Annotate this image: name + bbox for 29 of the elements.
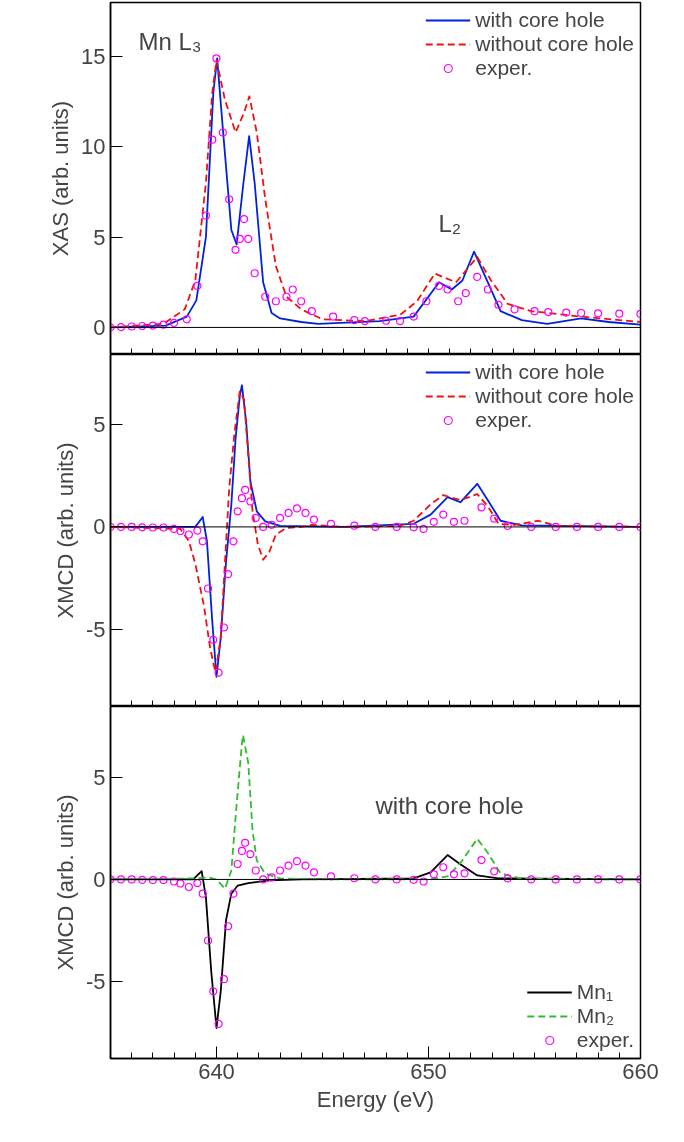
legend-label: exper. — [576, 1028, 634, 1052]
y-tick-label: 5 — [93, 765, 106, 791]
y-tick-label: 0 — [93, 866, 106, 892]
y-tick-label: 5 — [93, 411, 106, 437]
legend-label: with core hole — [475, 8, 605, 32]
annotation: Mn L₃ — [138, 27, 202, 55]
legend-label: without core hole — [475, 384, 634, 408]
y-axis-title: XAS (arb. units) — [48, 100, 74, 257]
x-tick-label: 660 — [622, 1058, 659, 1084]
y-tick-label: -5 — [85, 617, 106, 643]
x-axis-title: Energy (eV) — [316, 1086, 435, 1112]
legend-label: Mn₂ — [576, 1004, 615, 1028]
legend-label: Mn₁ — [576, 980, 614, 1004]
legend-label: without core hole — [475, 32, 634, 56]
annotation: L₂ — [438, 209, 462, 237]
y-tick-label: 10 — [81, 134, 106, 160]
x-tick-label: 640 — [198, 1058, 235, 1084]
x-tick-label: 650 — [410, 1058, 447, 1084]
y-tick-label: 15 — [81, 44, 106, 70]
legend-label: exper. — [475, 56, 533, 80]
legend-label: with core hole — [475, 360, 605, 384]
y-tick-label: 5 — [93, 224, 106, 250]
annotation: with core hole — [374, 791, 524, 819]
y-tick-label: -5 — [85, 968, 106, 994]
y-axis-title: XMCD (arb. units) — [52, 794, 78, 971]
legend-label: exper. — [475, 408, 533, 432]
y-axis-title: XMCD (arb. units) — [52, 442, 78, 619]
y-tick-label: 0 — [93, 514, 106, 540]
y-tick-label: 0 — [93, 314, 106, 340]
